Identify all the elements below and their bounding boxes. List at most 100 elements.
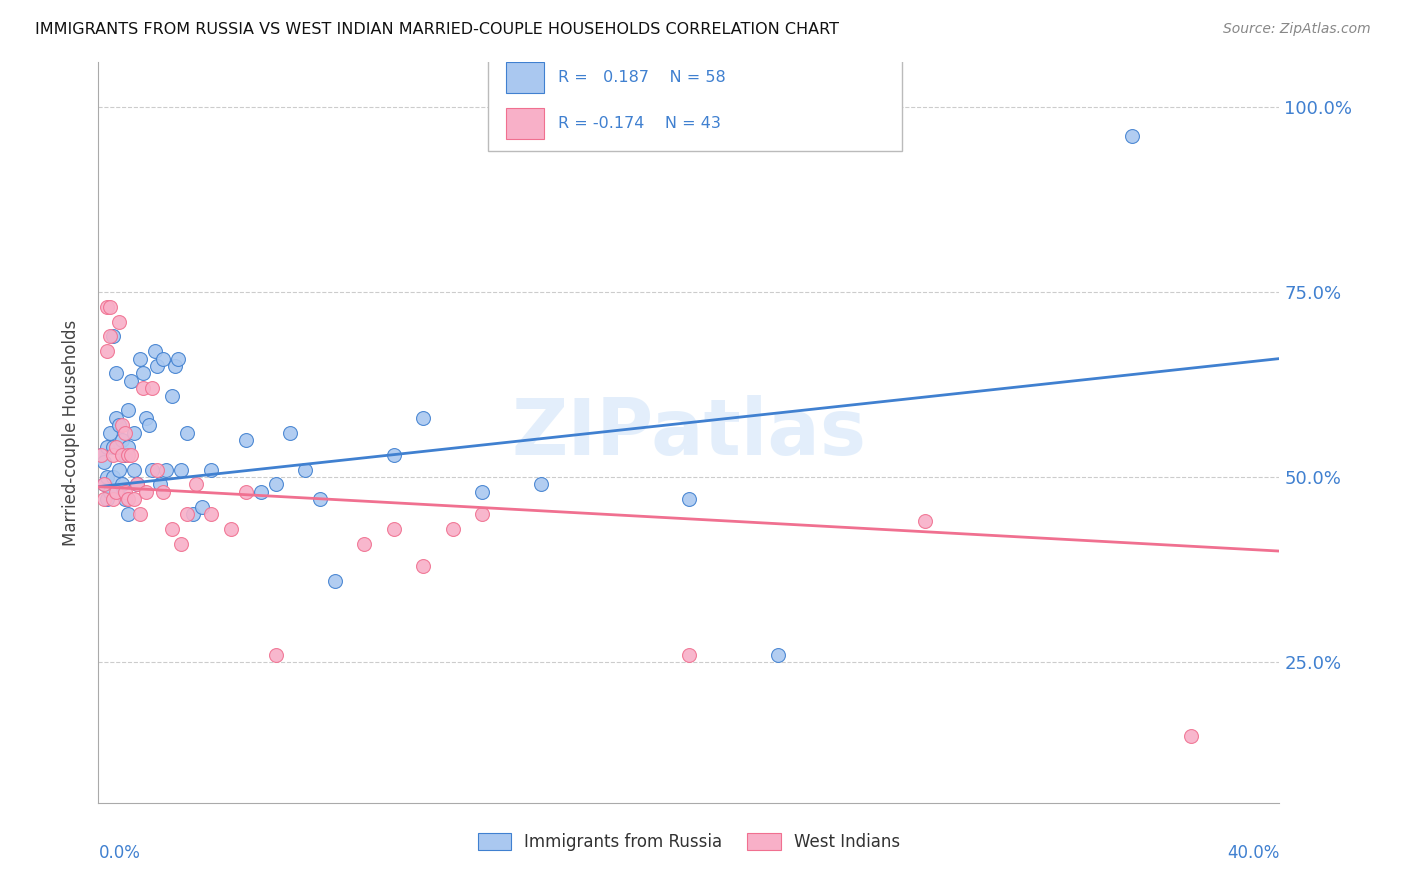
Point: [111, 433, 134, 447]
Text: Source: ZipAtlas.com: Source: ZipAtlas.com: [1223, 22, 1371, 37]
Point: [471, 484, 494, 499]
Point: [125, 477, 148, 491]
Point: [105, 441, 128, 455]
Point: [280, 425, 302, 440]
Point: [155, 462, 177, 476]
Point: [120, 374, 142, 388]
Point: [135, 484, 157, 499]
Point: [191, 500, 214, 514]
Point: [105, 484, 128, 499]
Point: [108, 315, 131, 329]
Point: [105, 410, 128, 425]
Point: [111, 448, 134, 462]
Point: [122, 425, 145, 440]
Point: [412, 558, 434, 573]
Point: [96, 300, 118, 314]
Point: [93, 455, 115, 469]
Point: [146, 359, 169, 373]
Point: [382, 448, 405, 462]
Text: 40.0%: 40.0%: [1227, 844, 1279, 862]
Point: [103, 329, 125, 343]
Point: [323, 574, 346, 588]
Point: [152, 484, 174, 499]
Point: [235, 484, 257, 499]
Point: [1180, 729, 1202, 743]
Text: R = -0.174    N = 43: R = -0.174 N = 43: [558, 116, 721, 131]
Point: [235, 433, 257, 447]
Point: [125, 477, 148, 491]
Point: [170, 536, 193, 550]
FancyBboxPatch shape: [506, 62, 544, 94]
Point: [264, 477, 287, 491]
Point: [471, 507, 494, 521]
Point: [162, 522, 183, 536]
Point: [176, 425, 198, 440]
Point: [111, 418, 134, 433]
Point: [103, 441, 125, 455]
Text: ZIPatlas: ZIPatlas: [512, 394, 866, 471]
Point: [135, 410, 157, 425]
Point: [117, 441, 139, 455]
Point: [93, 492, 115, 507]
Point: [294, 462, 316, 476]
Point: [176, 507, 198, 521]
Point: [111, 477, 134, 491]
Point: [90, 448, 112, 462]
Point: [114, 425, 136, 440]
Point: [162, 389, 183, 403]
Point: [149, 477, 172, 491]
Point: [678, 648, 700, 662]
Point: [96, 492, 118, 507]
Point: [530, 477, 553, 491]
Point: [98, 329, 121, 343]
Point: [132, 381, 155, 395]
Point: [98, 484, 121, 499]
Point: [98, 425, 121, 440]
Point: [264, 648, 287, 662]
Point: [766, 648, 789, 662]
Point: [96, 441, 118, 455]
Point: [96, 470, 118, 484]
Point: [250, 484, 273, 499]
Point: [165, 359, 187, 373]
Point: [90, 448, 112, 462]
Point: [103, 448, 125, 462]
Point: [117, 448, 139, 462]
Point: [117, 492, 139, 507]
Point: [152, 351, 174, 366]
Point: [98, 300, 121, 314]
Point: [120, 448, 142, 462]
FancyBboxPatch shape: [488, 52, 901, 152]
Point: [103, 470, 125, 484]
Text: 0.0%: 0.0%: [98, 844, 141, 862]
Point: [914, 515, 936, 529]
Point: [200, 507, 222, 521]
Point: [105, 367, 128, 381]
Point: [108, 462, 131, 476]
Point: [114, 492, 136, 507]
Point: [181, 507, 204, 521]
Point: [93, 477, 115, 491]
Point: [309, 492, 332, 507]
Point: [382, 522, 405, 536]
Point: [143, 344, 166, 359]
Point: [128, 507, 150, 521]
Point: [441, 522, 464, 536]
Point: [117, 403, 139, 417]
Point: [146, 462, 169, 476]
Legend: Immigrants from Russia, West Indians: Immigrants from Russia, West Indians: [471, 826, 907, 857]
Text: R =   0.187    N = 58: R = 0.187 N = 58: [558, 70, 725, 86]
Text: IMMIGRANTS FROM RUSSIA VS WEST INDIAN MARRIED-COUPLE HOUSEHOLDS CORRELATION CHAR: IMMIGRANTS FROM RUSSIA VS WEST INDIAN MA…: [35, 22, 839, 37]
Point: [122, 492, 145, 507]
Point: [184, 477, 207, 491]
Point: [108, 418, 131, 433]
Point: [132, 367, 155, 381]
FancyBboxPatch shape: [506, 108, 544, 139]
Point: [412, 410, 434, 425]
Point: [114, 448, 136, 462]
Point: [103, 492, 125, 507]
Point: [170, 462, 193, 476]
Point: [117, 507, 139, 521]
Point: [167, 351, 190, 366]
Point: [141, 381, 163, 395]
